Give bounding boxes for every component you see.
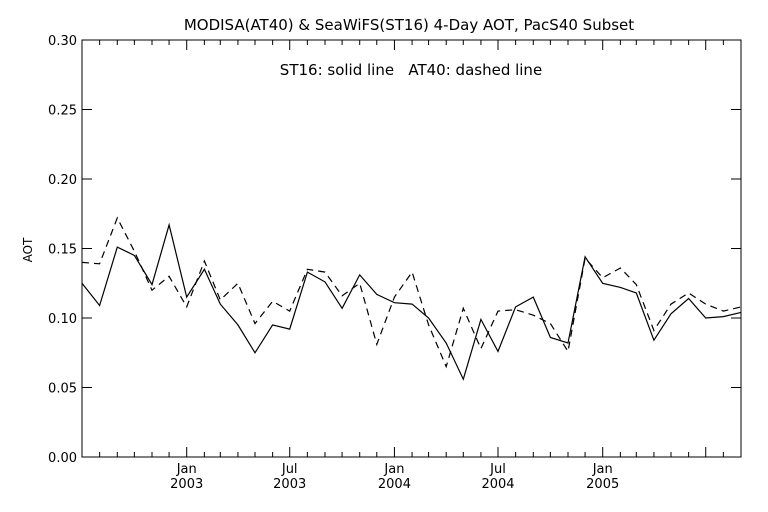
x-tick-label-month: Jul (281, 462, 298, 477)
y-tick-label: 0.15 (48, 243, 77, 258)
x-tick-label-month: Jan (592, 462, 613, 477)
y-tick-label: 0.30 (48, 34, 77, 49)
series-line-at40 (81, 216, 742, 369)
series-line-st16 (81, 222, 742, 381)
x-tick-label-year: 2003 (170, 477, 203, 492)
y-tick-label: 0.25 (48, 104, 77, 119)
y-tick-label: 0.00 (48, 451, 77, 466)
line-style-annotation: ST16: solid line AT40: dashed line (280, 61, 542, 79)
y-tick-label: 0.20 (48, 173, 77, 188)
x-tick-label-month: Jan (176, 462, 197, 477)
y-axis-ticks: 0.00 0.05 0.10 0.15 0.20 0.25 0.30 (48, 34, 741, 466)
x-tick-label-month: Jan (383, 462, 404, 477)
y-tick-label: 0.10 (48, 312, 77, 327)
x-tick-label-year: 2004 (481, 477, 514, 492)
x-tick-label-year: 2003 (273, 477, 306, 492)
x-tick-label-year: 2005 (586, 477, 619, 492)
y-tick-label: 0.05 (48, 382, 77, 397)
plot-frame (81, 39, 742, 458)
x-tick-label-year: 2004 (378, 477, 411, 492)
x-tick-label-month: Jul (489, 462, 506, 477)
series-layer (81, 216, 742, 381)
chart-title: MODISA(AT40) & SeaWiFS(ST16) 4-Day AOT, … (184, 16, 634, 34)
y-axis-label: AOT (21, 237, 35, 262)
